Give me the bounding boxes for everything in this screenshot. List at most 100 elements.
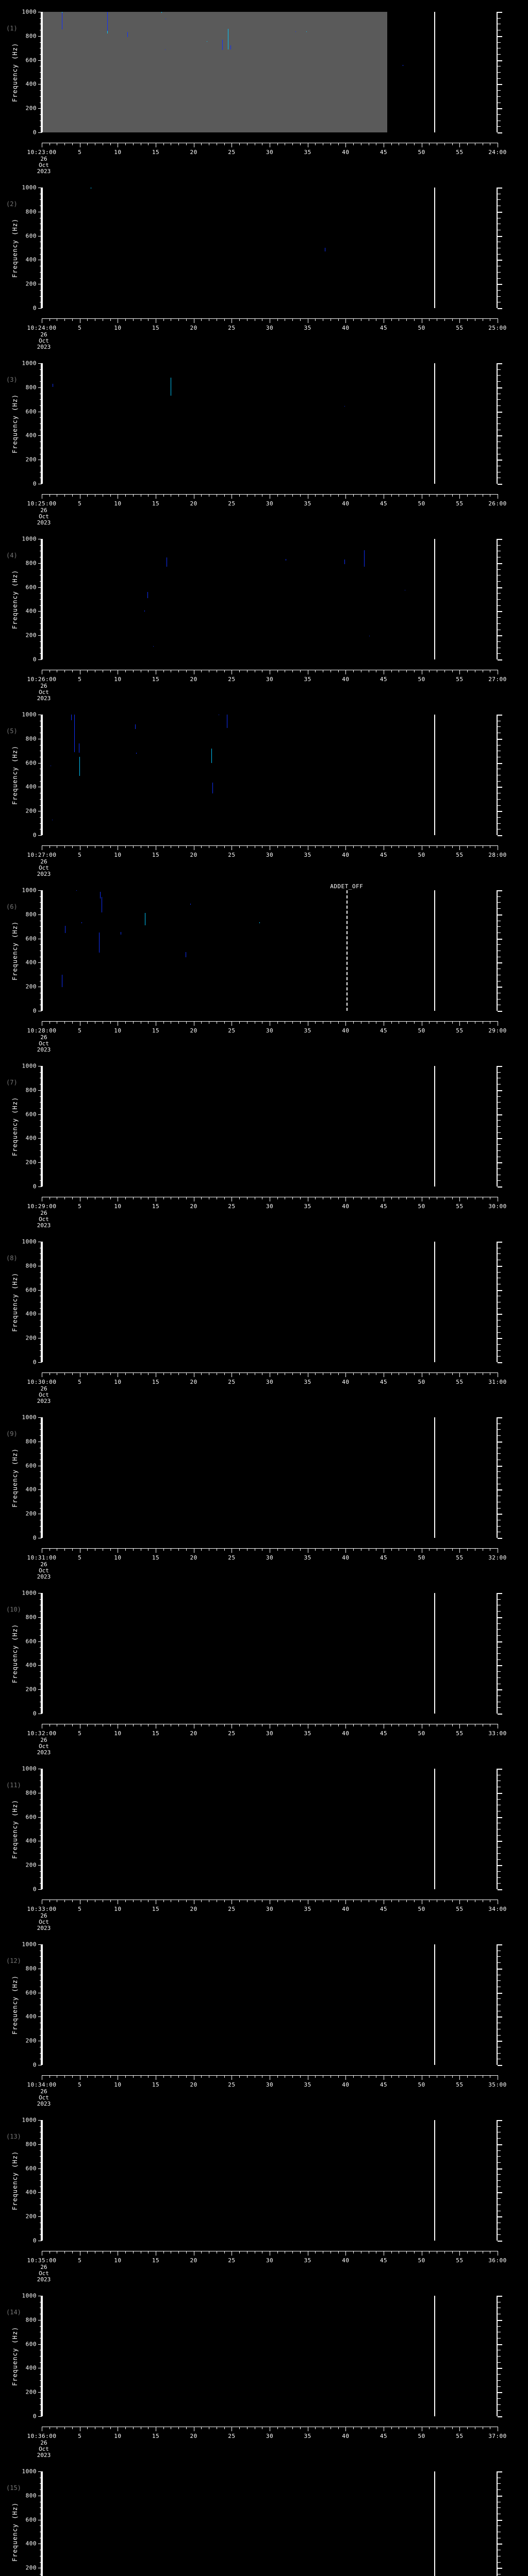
x-tick (345, 1724, 346, 1728)
x-tick-label: 30 (266, 852, 274, 858)
x-tick (246, 1021, 248, 1024)
x-tick (201, 143, 202, 145)
right-axis-tick (498, 1635, 501, 1636)
right-axis-tick (498, 2374, 501, 2375)
x-tick (452, 670, 453, 672)
right-axis (497, 363, 504, 485)
y-tick (38, 1489, 42, 1490)
x-tick (429, 2427, 430, 2429)
y-tick (38, 1114, 42, 1115)
x-tick (429, 670, 430, 672)
x-tick (345, 1021, 346, 1026)
plot-area (42, 1066, 435, 1187)
right-axis-tick (498, 90, 501, 91)
x-axis-date-line: 26 (40, 331, 47, 338)
x-tick (452, 845, 453, 848)
y-tick (38, 1817, 42, 1818)
x-tick-label: 15 (152, 676, 160, 683)
right-axis-tick (498, 641, 501, 642)
x-tick (87, 1548, 88, 1551)
y-tick-label: 400 (25, 2364, 37, 2371)
y-tick-label: 800 (25, 560, 37, 567)
y-tick-label: 1000 (22, 1765, 37, 1772)
x-axis-date-line: Oct (39, 1743, 49, 1750)
x-tick-label: 25 (228, 149, 236, 156)
x-tick (72, 2251, 73, 2253)
x-tick-label: 40 (342, 2257, 350, 2264)
x-tick (224, 1548, 225, 1551)
x-tick (452, 318, 453, 321)
x-tick (345, 1197, 346, 1201)
right-axis-tick (498, 1265, 502, 1267)
x-tick (315, 2427, 316, 2429)
x-tick (292, 845, 293, 848)
x-tick (315, 318, 316, 321)
x-tick (277, 1548, 278, 1551)
y-tick (38, 2120, 42, 2121)
x-tick (163, 318, 164, 321)
x-tick-label: 25 (228, 1203, 236, 1210)
x-tick (452, 1021, 453, 1024)
right-axis-tick (498, 1290, 502, 1291)
x-tick (452, 1900, 453, 1902)
x-tick (87, 670, 88, 672)
x-tick (391, 1372, 392, 1375)
y-tick (38, 890, 42, 891)
right-axis-tick (498, 2544, 502, 2545)
y-axis: 0 200 400 600 800 1000 (0, 1414, 42, 1541)
x-tick (452, 2251, 453, 2253)
x-tick-label: 40 (342, 1379, 350, 1385)
right-axis-tick (498, 2016, 502, 2018)
right-axis-tick (498, 2344, 502, 2345)
x-tick (414, 845, 415, 848)
y-tick (38, 1090, 42, 1091)
right-axis-tick (498, 1998, 501, 1999)
y-tick-label: 400 (25, 432, 37, 439)
right-axis-tick (498, 890, 502, 891)
y-tick-label: 600 (25, 1462, 37, 1469)
y-tick-label: 1000 (22, 1589, 37, 1597)
x-tick (414, 1900, 415, 1902)
x-tick (444, 1548, 445, 1551)
right-axis-tick (498, 2216, 502, 2218)
y-tick-label: 200 (25, 1861, 37, 1869)
y-tick (38, 1665, 42, 1666)
x-tick-label: 55 (456, 1203, 464, 1210)
x-tick (467, 1548, 468, 1551)
right-axis-tick (498, 2120, 502, 2121)
x-tick-label: 30 (266, 149, 274, 156)
x-tick (110, 1724, 111, 1726)
right-axis (497, 1066, 504, 1188)
x-tick (125, 2251, 126, 2253)
x-tick-label: 35 (304, 1554, 311, 1561)
x-tick-label: 15 (152, 149, 160, 156)
x-tick (224, 1197, 225, 1199)
x-tick (72, 1197, 73, 1199)
y-axis-spine (41, 715, 42, 835)
right-axis-tick (498, 72, 501, 73)
y-axis: 0 200 400 600 800 1000 (0, 2117, 42, 2244)
x-tick-label: 40 (342, 325, 350, 331)
x-tick (353, 845, 354, 848)
x-tick (64, 845, 65, 848)
x-tick (178, 845, 179, 848)
x-tick (277, 318, 278, 321)
y-tick (38, 1417, 42, 1418)
x-tick (444, 2075, 445, 2078)
y-tick-label: 0 (32, 304, 37, 312)
x-tick (315, 1197, 316, 1199)
right-axis-tick (498, 823, 501, 824)
x-tick (292, 1724, 293, 1726)
right-axis-tick (498, 944, 501, 945)
detection-trace (79, 757, 80, 776)
y-tick-label: 200 (25, 983, 37, 990)
x-tick-label: 55 (456, 1554, 464, 1561)
right-axis-tick (498, 659, 502, 660)
x-axis-date-line: 2023 (37, 344, 51, 350)
right-axis-tick (498, 1647, 501, 1648)
x-tick (338, 1548, 339, 1551)
x-tick (239, 1724, 240, 1726)
x-tick-label: 45 (380, 325, 388, 331)
y-tick-label: 600 (25, 232, 37, 240)
x-tick (406, 2251, 407, 2253)
